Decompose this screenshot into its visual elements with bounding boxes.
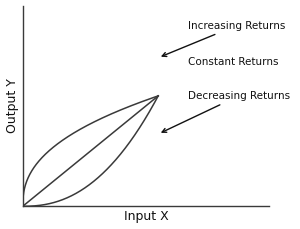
X-axis label: Input X: Input X xyxy=(124,210,168,224)
Text: Decreasing Returns: Decreasing Returns xyxy=(162,91,290,132)
Text: Increasing Returns: Increasing Returns xyxy=(162,21,285,56)
Y-axis label: Output Y: Output Y xyxy=(6,79,19,133)
Text: Constant Returns: Constant Returns xyxy=(188,57,278,67)
